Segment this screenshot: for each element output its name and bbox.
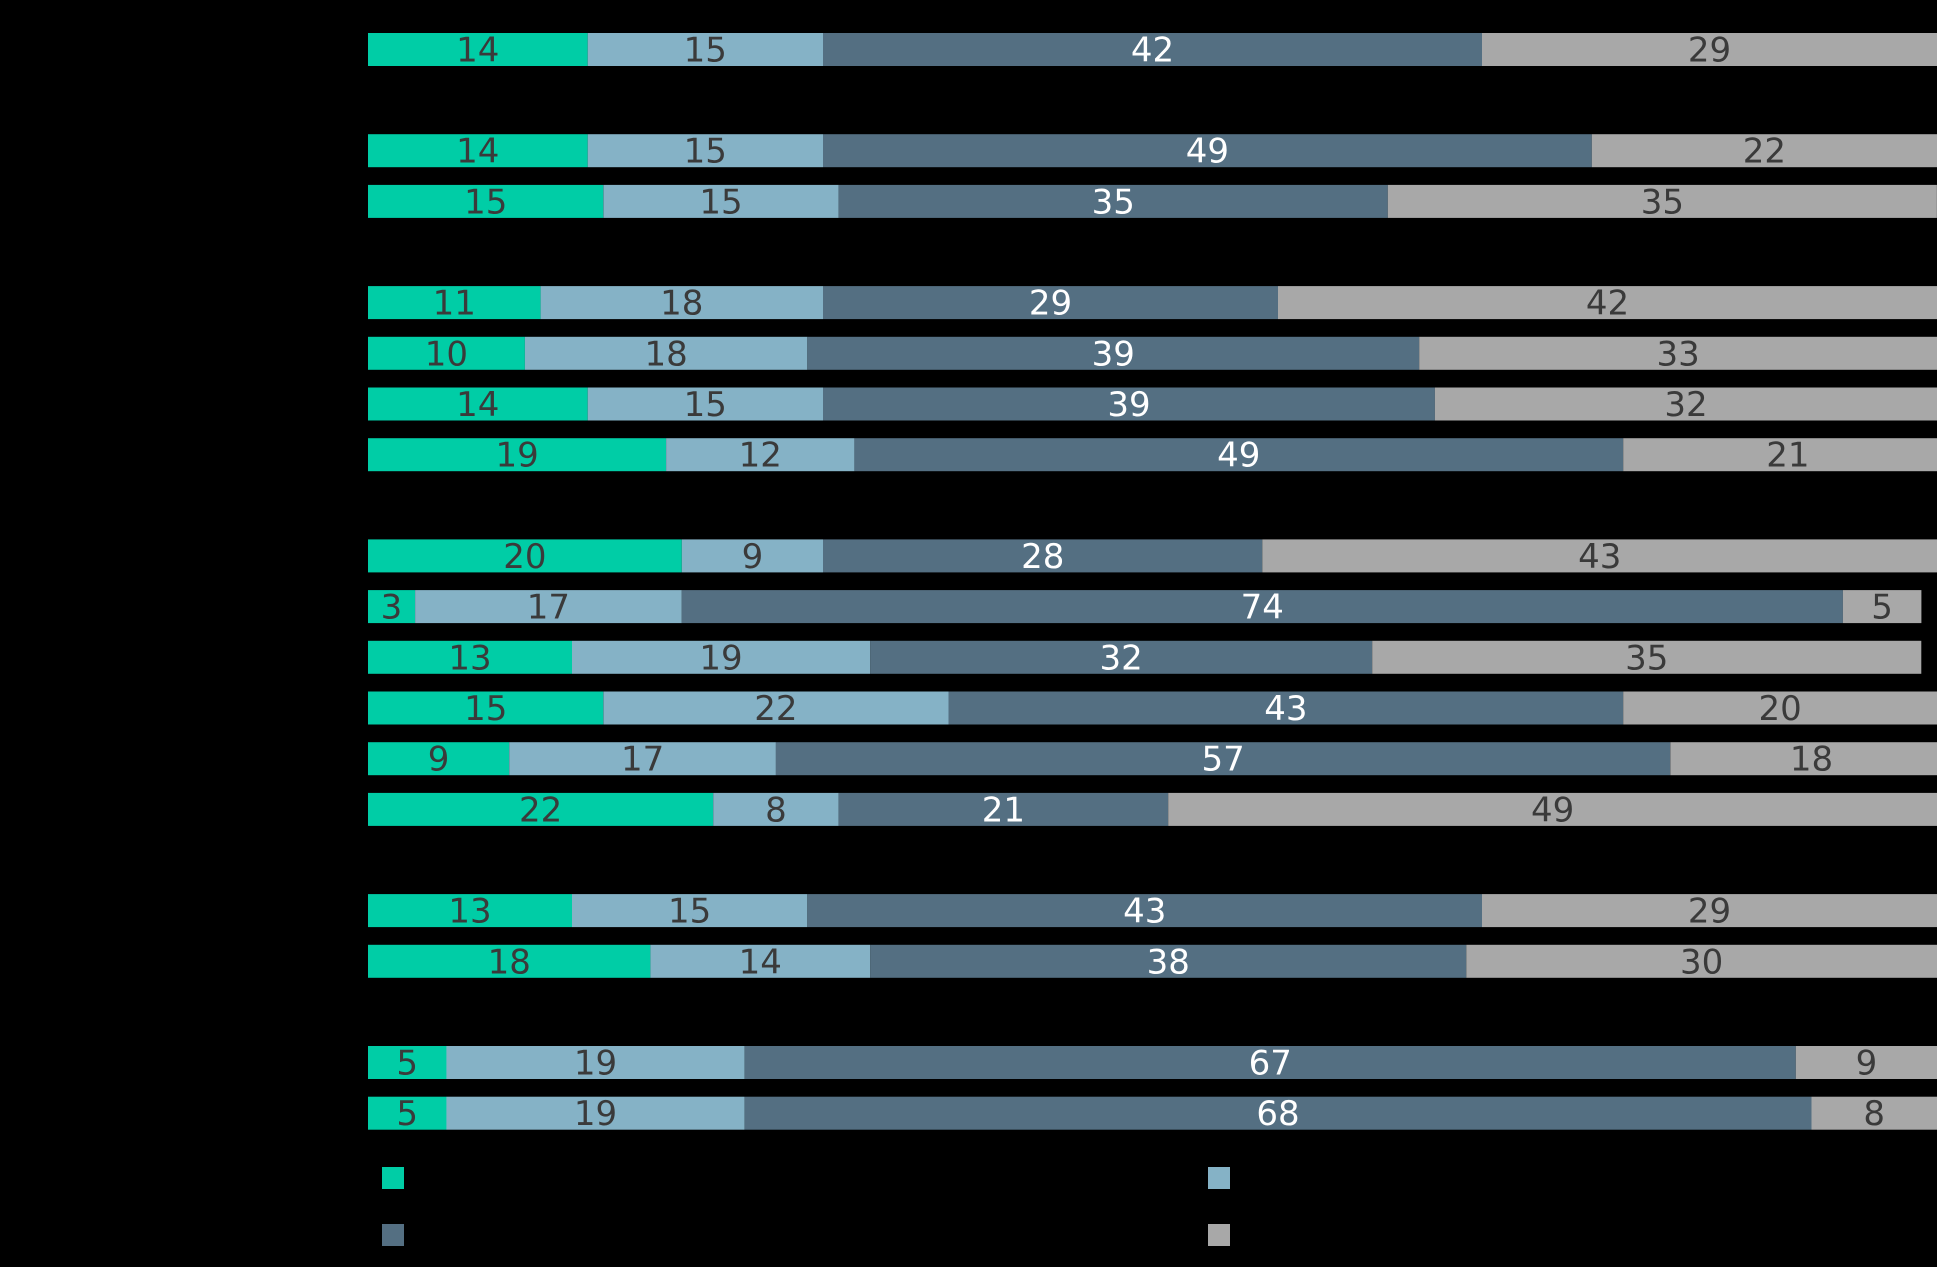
legend-swatch-series-2: [1208, 1167, 1230, 1189]
data-label-row-2-series-3: 49: [1186, 132, 1229, 172]
data-label-row-6-series-4: 32: [1664, 385, 1707, 425]
data-label-row-3-series-2: 15: [699, 182, 742, 222]
data-label-row-15-series-4: 30: [1680, 942, 1723, 982]
data-label-row-6-series-3: 39: [1107, 385, 1150, 425]
data-label-row-14-series-1: 13: [448, 892, 491, 932]
data-label-row-3-series-3: 35: [1092, 182, 1135, 222]
data-label-row-2-series-4: 22: [1743, 132, 1786, 172]
data-label-row-13-series-4: 49: [1531, 790, 1574, 830]
data-label-row-16-series-1: 5: [396, 1044, 418, 1084]
data-label-row-8-series-3: 28: [1021, 537, 1064, 577]
data-label-row-14-series-2: 15: [668, 892, 711, 932]
data-label-row-8-series-2: 9: [742, 537, 764, 577]
data-label-row-12-series-4: 18: [1790, 740, 1833, 780]
data-label-row-7-series-4: 21: [1766, 436, 1809, 476]
data-label-row-3-series-1: 15: [464, 182, 507, 222]
data-label-row-4-series-1: 11: [433, 284, 476, 324]
data-label-row-15-series-3: 38: [1147, 942, 1190, 982]
data-label-row-5-series-3: 39: [1092, 334, 1135, 374]
data-label-row-11-series-3: 43: [1264, 689, 1307, 729]
legend-swatch-series-1: [382, 1167, 404, 1189]
data-label-row-1-series-2: 15: [684, 31, 727, 71]
legend-swatch-series-4: [1208, 1224, 1230, 1246]
data-label-row-7-series-2: 12: [739, 436, 782, 476]
data-label-row-8-series-1: 20: [503, 537, 546, 577]
data-label-row-14-series-3: 43: [1123, 892, 1166, 932]
data-label-row-13-series-2: 8: [765, 790, 787, 830]
data-label-row-5-series-4: 33: [1656, 334, 1699, 374]
data-label-row-1-series-4: 29: [1688, 31, 1731, 71]
data-label-row-10-series-4: 35: [1625, 638, 1668, 678]
data-label-row-2-series-2: 15: [684, 132, 727, 172]
data-label-row-17-series-4: 8: [1863, 1094, 1885, 1134]
data-label-row-13-series-3: 21: [982, 790, 1025, 830]
data-label-row-6-series-2: 15: [684, 385, 727, 425]
data-label-row-16-series-4: 9: [1856, 1044, 1878, 1084]
data-label-row-10-series-3: 32: [1099, 638, 1142, 678]
data-label-row-15-series-1: 18: [488, 942, 531, 982]
data-label-row-7-series-1: 19: [495, 436, 538, 476]
data-label-row-17-series-3: 68: [1256, 1094, 1299, 1134]
data-label-row-10-series-1: 13: [448, 638, 491, 678]
data-label-row-14-series-4: 29: [1688, 892, 1731, 932]
data-label-row-6-series-1: 14: [456, 385, 499, 425]
data-label-row-1-series-1: 14: [456, 31, 499, 71]
data-label-row-10-series-2: 19: [699, 638, 742, 678]
legend-swatch-series-3: [382, 1224, 404, 1246]
data-label-row-5-series-2: 18: [644, 334, 687, 374]
data-label-row-17-series-2: 19: [574, 1094, 617, 1134]
data-label-row-12-series-3: 57: [1201, 740, 1244, 780]
data-label-row-7-series-3: 49: [1217, 436, 1260, 476]
data-label-row-4-series-3: 29: [1029, 284, 1072, 324]
data-label-row-11-series-1: 15: [464, 689, 507, 729]
data-label-row-13-series-1: 22: [519, 790, 562, 830]
data-label-row-9-series-2: 17: [527, 588, 570, 628]
data-label-row-4-series-2: 18: [660, 284, 703, 324]
data-label-row-16-series-2: 19: [574, 1044, 617, 1084]
data-label-row-11-series-4: 20: [1758, 689, 1801, 729]
data-label-row-9-series-4: 5: [1871, 588, 1893, 628]
data-label-row-9-series-3: 74: [1241, 588, 1284, 628]
data-label-row-1-series-3: 42: [1131, 31, 1174, 71]
data-label-row-15-series-2: 14: [739, 942, 782, 982]
data-label-row-8-series-4: 43: [1578, 537, 1621, 577]
data-label-row-17-series-1: 5: [396, 1094, 418, 1134]
data-label-row-9-series-1: 3: [381, 588, 403, 628]
data-label-row-11-series-2: 22: [754, 689, 797, 729]
data-label-row-2-series-1: 14: [456, 132, 499, 172]
data-label-row-12-series-2: 17: [621, 740, 664, 780]
data-label-row-3-series-4: 35: [1641, 182, 1684, 222]
data-label-row-5-series-1: 10: [425, 334, 468, 374]
data-label-row-4-series-4: 42: [1586, 284, 1629, 324]
data-label-row-12-series-1: 9: [428, 740, 450, 780]
data-label-row-16-series-3: 67: [1249, 1044, 1292, 1084]
